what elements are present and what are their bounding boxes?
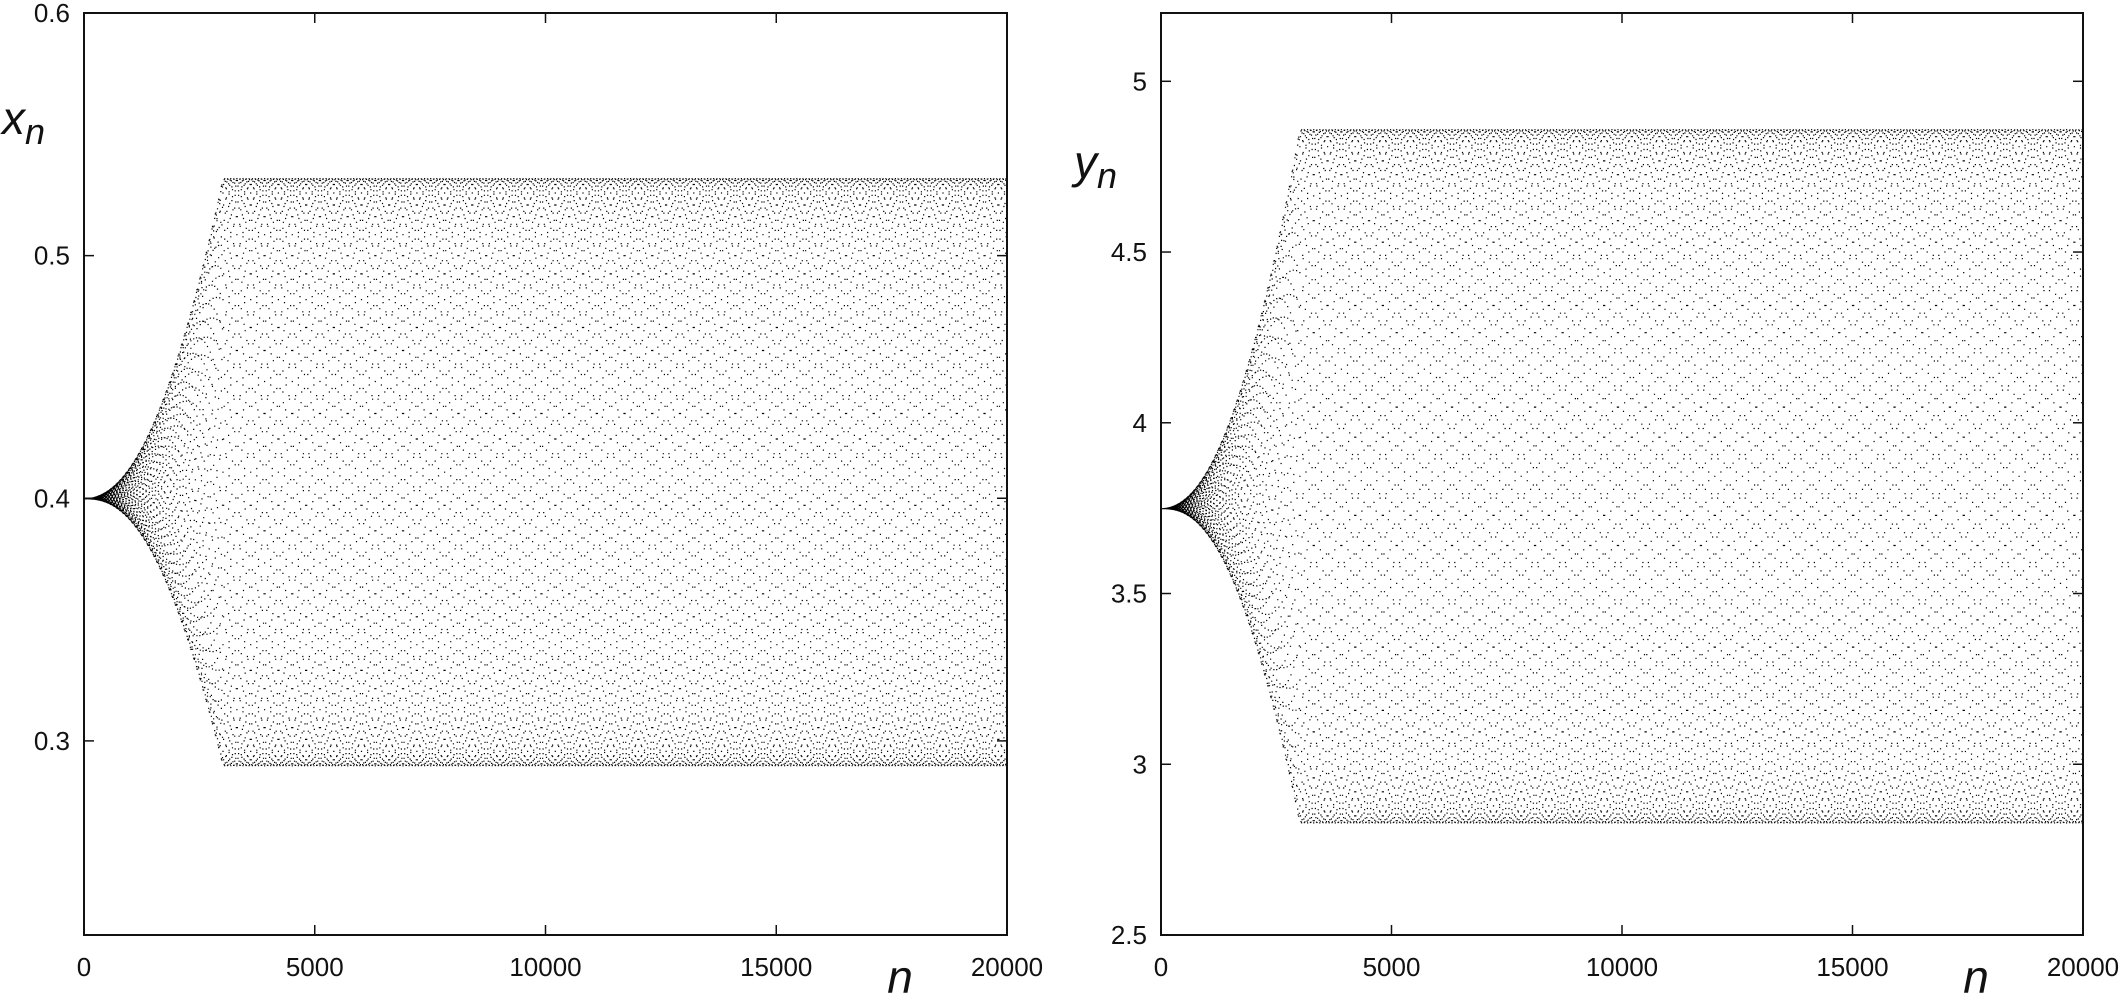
y-tick-label-y-1: 3: [1133, 749, 1147, 779]
x-axis-label-x: n: [887, 951, 913, 995]
y-tick-label-x-1: 0.4: [34, 483, 70, 513]
x-tick-label-y-3: 15000: [1816, 952, 1888, 982]
point-cloud-x: [84, 178, 1008, 767]
point-cloud-y: [1161, 129, 2084, 824]
x-tick-label-y-4: 20000: [2047, 952, 2119, 982]
y-tick-label-y-5: 5: [1133, 66, 1147, 96]
x-tick-label-x-2: 10000: [509, 952, 581, 982]
y-tick-label-x-0: 0.3: [34, 726, 70, 756]
y-tick-label-y-0: 2.5: [1111, 920, 1147, 950]
x-axis-label-y: n: [1963, 951, 1989, 995]
y-tick-label-y-3: 4: [1133, 408, 1147, 438]
y-tick-label-y-2: 3.5: [1111, 579, 1147, 609]
x-tick-label-x-1: 5000: [286, 952, 344, 982]
x-tick-label-x-0: 0: [77, 952, 91, 982]
x-tick-label-x-3: 15000: [740, 952, 812, 982]
y-tick-label-x-2: 0.5: [34, 241, 70, 271]
data-points-x: [84, 178, 1008, 767]
x-tick-label-y-0: 0: [1154, 952, 1168, 982]
y-axis-label-y: yn: [1071, 136, 1117, 196]
y-axis-label-main-x: x: [0, 92, 27, 144]
y-tick-label-x-3: 0.6: [34, 0, 70, 28]
plot-frame-x: [83, 12, 1008, 936]
y-axis-label-sub-x: n: [25, 111, 45, 152]
y-axis-label-main-y: y: [1071, 136, 1100, 188]
x-tick-label-y-2: 10000: [1586, 952, 1658, 982]
y-axis-label-sub-y: n: [1097, 155, 1117, 196]
y-axis-label-x: xn: [0, 92, 45, 152]
x-tick-label-x-4: 20000: [971, 952, 1043, 982]
data-points-y: [1161, 129, 2084, 824]
y-tick-label-y-4: 4.5: [1111, 237, 1147, 267]
x-tick-label-y-1: 5000: [1363, 952, 1421, 982]
